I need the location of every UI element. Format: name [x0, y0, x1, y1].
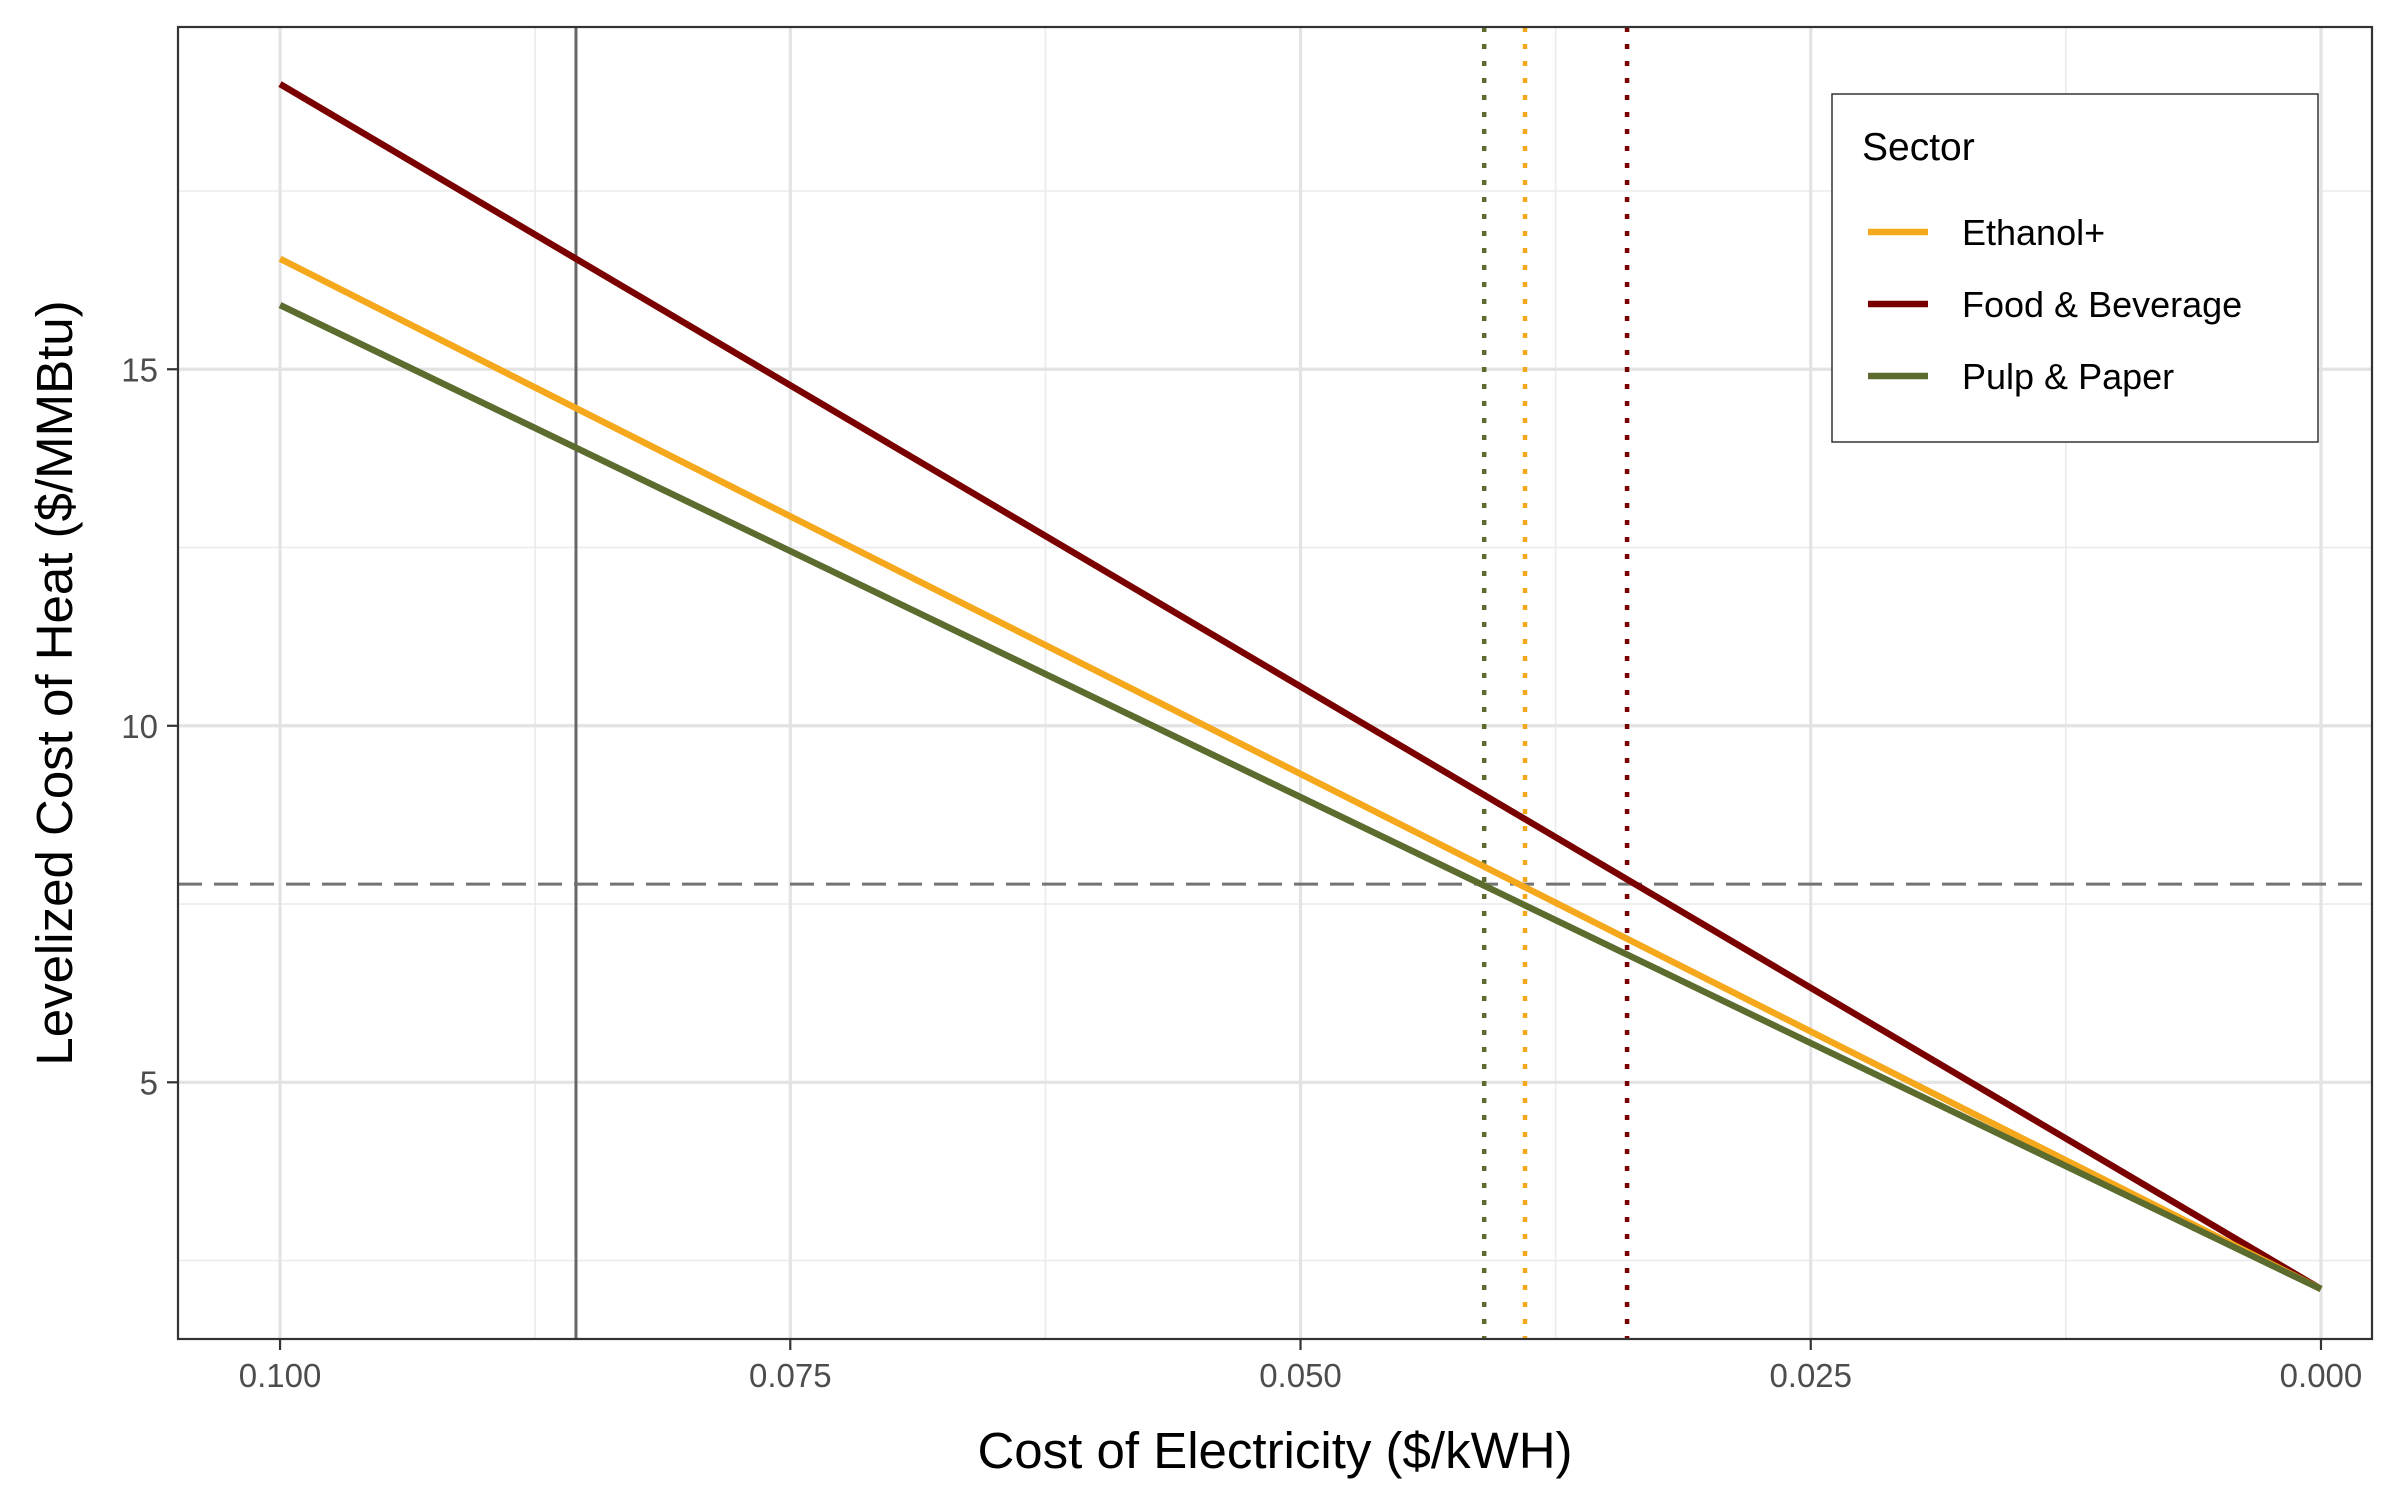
series-lines	[278, 81, 2323, 1293]
legend-label-food-beverage: Food & Beverage	[1962, 284, 2242, 325]
x-tick-label: 0.000	[2280, 1357, 2363, 1394]
panel-border	[176, 25, 2374, 1341]
legend-label-pulp-paper: Pulp & Paper	[1962, 356, 2174, 397]
x-tick-label: 0.025	[1769, 1357, 1852, 1394]
x-axis-title: Cost of Electricity ($/kWH)	[977, 1422, 1572, 1479]
y-tick-label: 15	[121, 351, 158, 388]
x-tick-label: 0.075	[749, 1357, 832, 1394]
reference-lines	[178, 27, 2372, 1339]
legend: Sector Ethanol+ Food & Beverage Pulp & Pap…	[1831, 93, 2319, 443]
y-axis-ticks: 5 10 15	[121, 351, 178, 1101]
legend-label-ethanol-: Ethanol+	[1962, 212, 2105, 253]
legend-box	[1831, 93, 2319, 443]
series-line-ethanol-	[278, 255, 2323, 1292]
y-tick-label: 5	[140, 1064, 158, 1101]
x-axis-ticks: 0.100 0.075 0.050 0.025 0.000	[239, 1339, 2363, 1394]
y-tick-label: 10	[121, 708, 158, 745]
series-line-pulp-paper	[278, 302, 2323, 1293]
legend-items: Ethanol+ Food & Beverage Pulp & Paper	[1868, 212, 2242, 397]
y-axis-title: Levelized Cost of Heat ($/MMBtu)	[26, 300, 83, 1065]
x-tick-label: 0.100	[239, 1357, 322, 1394]
series-line-food-beverage	[278, 81, 2323, 1292]
legend-title: Sector	[1862, 126, 1975, 169]
x-tick-label: 0.050	[1259, 1357, 1342, 1394]
